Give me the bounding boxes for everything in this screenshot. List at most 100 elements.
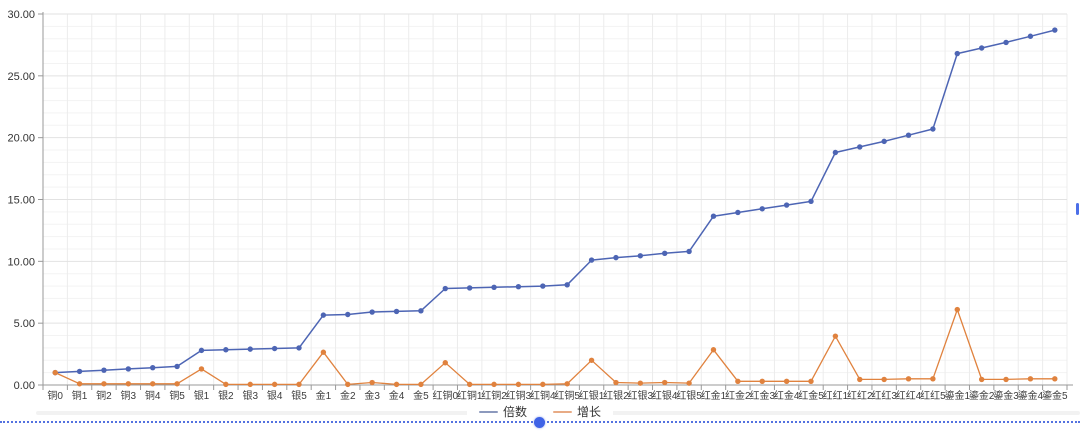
data-point-multiplier[interactable] xyxy=(540,283,546,289)
vertical-scrollbar-thumb[interactable] xyxy=(1076,203,1079,215)
x-axis-category-label: 红银3 xyxy=(628,389,654,402)
data-point-multiplier[interactable] xyxy=(296,345,302,351)
x-axis-category-label: 铜2 xyxy=(96,390,112,402)
data-point-multiplier[interactable] xyxy=(174,363,180,370)
data-point-growth[interactable] xyxy=(76,381,83,387)
data-point-growth[interactable] xyxy=(759,378,765,384)
data-point-growth[interactable] xyxy=(710,347,717,353)
data-point-growth[interactable] xyxy=(442,360,448,366)
data-point-growth[interactable] xyxy=(466,381,473,388)
data-point-multiplier[interactable] xyxy=(686,248,692,255)
data-point-multiplier[interactable] xyxy=(637,253,644,259)
data-point-multiplier[interactable] xyxy=(588,257,595,263)
data-point-growth[interactable] xyxy=(150,381,156,387)
data-point-multiplier[interactable] xyxy=(515,283,522,290)
data-point-growth[interactable] xyxy=(808,378,814,384)
data-point-growth[interactable] xyxy=(930,376,936,382)
data-point-multiplier[interactable] xyxy=(442,285,448,292)
data-point-multiplier[interactable] xyxy=(954,50,960,57)
data-point-growth[interactable] xyxy=(247,381,253,388)
x-axis-category-label: 金2 xyxy=(340,389,356,402)
data-point-multiplier[interactable] xyxy=(662,250,668,256)
data-point-multiplier[interactable] xyxy=(320,312,327,318)
data-point-growth[interactable] xyxy=(52,369,58,376)
data-point-growth[interactable] xyxy=(637,380,644,386)
data-point-growth[interactable] xyxy=(954,306,960,313)
data-point-multiplier[interactable] xyxy=(345,311,351,318)
data-point-growth[interactable] xyxy=(857,376,863,383)
data-point-growth[interactable] xyxy=(125,381,132,387)
data-point-multiplier[interactable] xyxy=(735,209,741,216)
data-point-growth[interactable] xyxy=(564,381,570,387)
data-point-growth[interactable] xyxy=(783,378,790,384)
x-axis-category-label: 银1 xyxy=(194,389,210,402)
data-point-multiplier[interactable] xyxy=(150,364,156,371)
data-point-multiplier[interactable] xyxy=(783,202,790,208)
data-point-multiplier[interactable] xyxy=(76,368,83,375)
data-point-growth[interactable] xyxy=(320,349,327,355)
x-axis-category-label: 红红4 xyxy=(896,389,922,402)
data-point-multiplier[interactable] xyxy=(1003,39,1009,46)
data-point-growth[interactable] xyxy=(515,381,522,388)
x-axis-category-label: 红红5 xyxy=(920,389,946,402)
data-point-growth[interactable] xyxy=(613,379,619,386)
data-point-growth[interactable] xyxy=(686,380,692,386)
data-point-growth[interactable] xyxy=(296,381,302,388)
data-point-multiplier[interactable] xyxy=(271,345,278,352)
data-point-multiplier[interactable] xyxy=(759,206,765,212)
data-point-growth[interactable] xyxy=(662,379,668,386)
data-point-multiplier[interactable] xyxy=(223,347,229,353)
data-point-growth[interactable] xyxy=(345,381,351,388)
data-point-multiplier[interactable] xyxy=(198,347,205,354)
data-point-multiplier[interactable] xyxy=(393,308,400,315)
slider-handle[interactable] xyxy=(534,417,545,428)
data-point-multiplier[interactable] xyxy=(564,282,570,288)
data-point-multiplier[interactable] xyxy=(905,132,912,138)
data-point-growth[interactable] xyxy=(588,357,595,363)
data-point-growth[interactable] xyxy=(271,381,278,388)
data-point-growth[interactable] xyxy=(735,378,741,384)
data-point-multiplier[interactable] xyxy=(832,149,839,156)
data-point-multiplier[interactable] xyxy=(418,308,424,314)
data-point-growth[interactable] xyxy=(369,379,375,386)
data-point-growth[interactable] xyxy=(223,381,229,388)
data-point-multiplier[interactable] xyxy=(491,284,497,291)
data-point-growth[interactable] xyxy=(393,381,400,388)
x-axis-category-label: 银4 xyxy=(267,389,283,402)
data-point-growth[interactable] xyxy=(540,381,546,388)
data-point-multiplier[interactable] xyxy=(466,285,473,291)
data-point-multiplier[interactable] xyxy=(101,367,107,373)
data-point-growth[interactable] xyxy=(198,366,205,372)
data-point-multiplier[interactable] xyxy=(808,198,814,205)
data-point-growth[interactable] xyxy=(881,376,887,383)
data-point-multiplier[interactable] xyxy=(125,366,132,372)
data-point-multiplier[interactable] xyxy=(1027,33,1034,39)
data-point-multiplier[interactable] xyxy=(247,346,253,352)
data-point-multiplier[interactable] xyxy=(369,309,375,315)
y-axis-tick-label: 20.00 xyxy=(7,133,35,145)
data-point-multiplier[interactable] xyxy=(1052,27,1058,33)
series-line-multiplier xyxy=(55,29,1055,374)
data-point-growth[interactable] xyxy=(174,381,180,387)
legend-item-growth[interactable]: 增长 xyxy=(553,403,601,421)
data-point-multiplier[interactable] xyxy=(881,138,887,145)
data-point-multiplier[interactable] xyxy=(613,254,619,261)
legend-item-multiplier[interactable]: 倍数 xyxy=(478,403,527,421)
data-point-growth[interactable] xyxy=(905,376,912,382)
data-point-growth[interactable] xyxy=(978,376,985,383)
data-point-multiplier[interactable] xyxy=(710,213,717,219)
data-point-multiplier[interactable] xyxy=(978,45,985,51)
x-axis-category-label: 铜3 xyxy=(121,390,137,402)
data-point-growth[interactable] xyxy=(418,381,424,388)
data-point-growth[interactable] xyxy=(491,381,497,388)
data-point-growth[interactable] xyxy=(1027,376,1034,382)
y-axis-tick-label: 0.00 xyxy=(14,380,35,392)
data-point-multiplier[interactable] xyxy=(857,144,863,150)
data-point-growth[interactable] xyxy=(101,381,107,387)
data-point-growth[interactable] xyxy=(832,333,839,339)
legend-label: 倍数 xyxy=(502,405,527,419)
data-point-growth[interactable] xyxy=(1052,376,1058,382)
data-point-growth[interactable] xyxy=(1003,376,1009,383)
data-point-multiplier[interactable] xyxy=(930,126,936,132)
